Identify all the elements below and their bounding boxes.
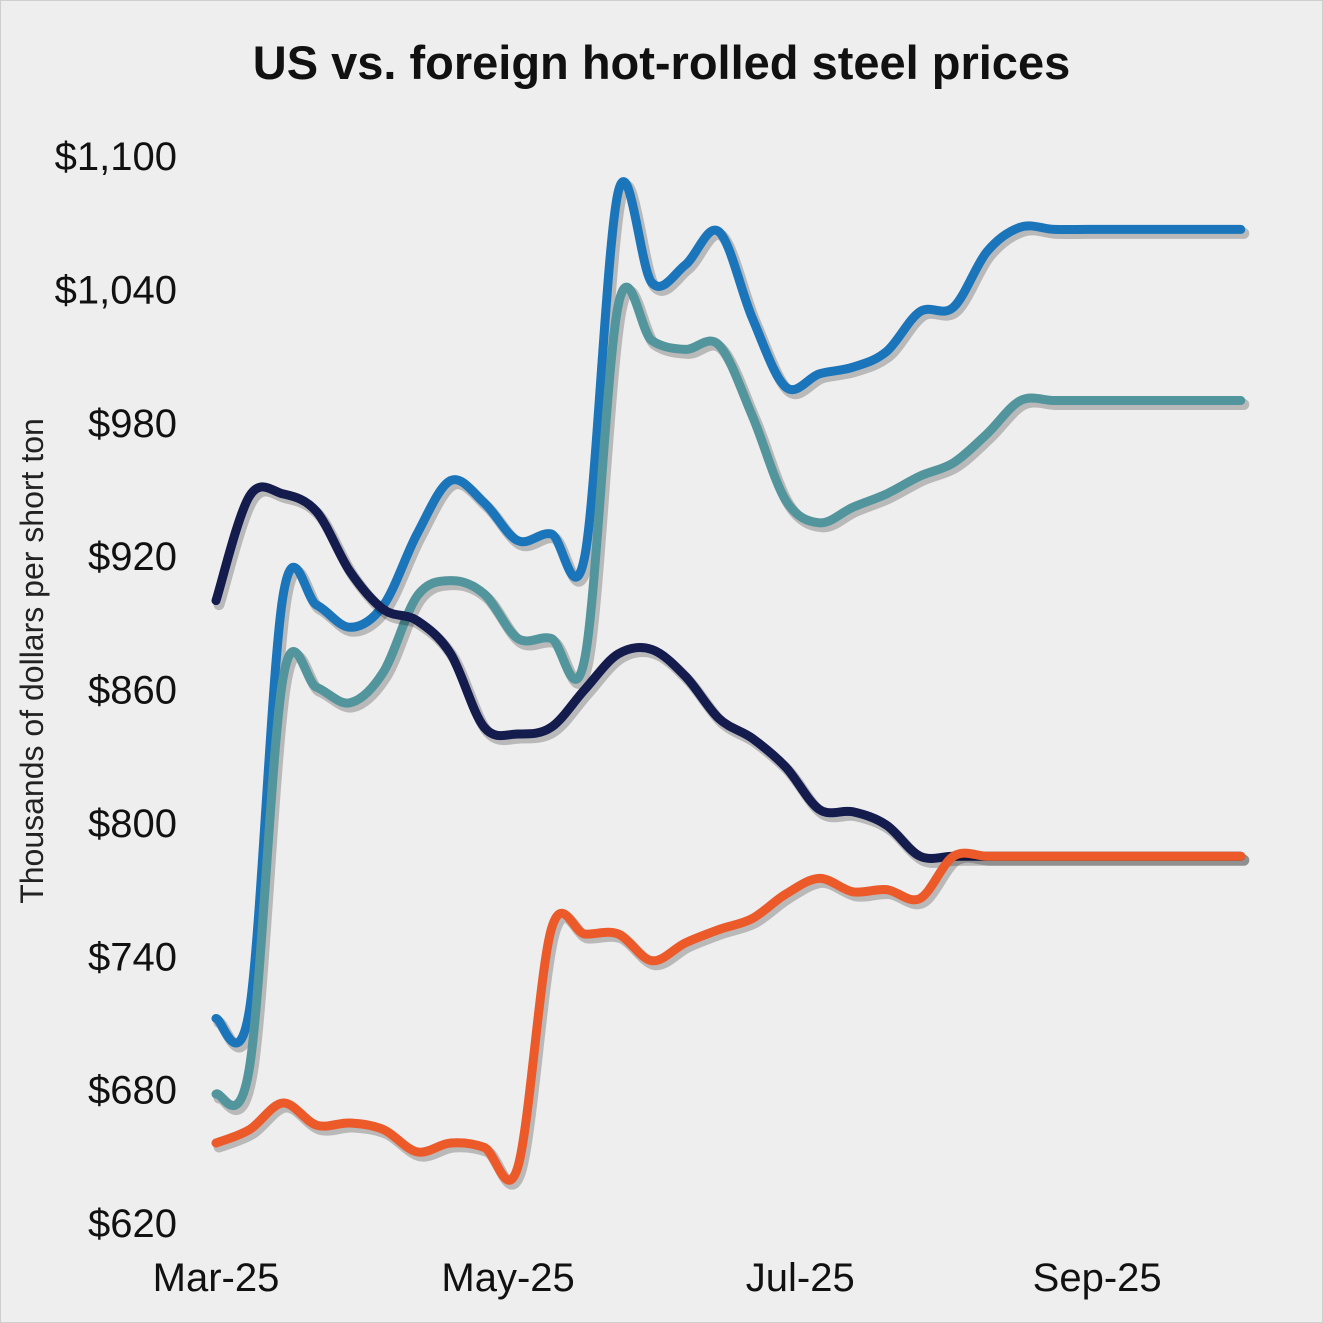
series-line-2 <box>211 282 1246 1110</box>
y-tick-label: $860 <box>88 669 177 713</box>
y-tick-label: $920 <box>88 535 177 579</box>
series-line-shadow <box>213 851 1250 1190</box>
y-tick-label: $980 <box>88 402 177 446</box>
series-line-shadow <box>213 485 1250 868</box>
chart-title: US vs. foreign hot-rolled steel prices <box>252 36 1071 89</box>
x-tick-label: May-25 <box>441 1256 574 1300</box>
series-line-shadow <box>213 285 1250 1115</box>
y-tick-label: $680 <box>88 1069 177 1113</box>
y-tick-label: $620 <box>88 1202 177 1246</box>
series-line-4 <box>211 848 1246 1185</box>
x-axis-ticks: Mar-25 May-25 Jul-25 Sep-25 <box>153 1256 1162 1300</box>
y-axis-label: Thousands of dollars per short ton <box>14 418 50 904</box>
y-tick-label: $740 <box>88 935 177 979</box>
y-tick-label: $800 <box>88 802 177 846</box>
x-tick-label: Jul-25 <box>746 1256 855 1300</box>
y-axis-ticks: $620 $680 $740 $800 $860 $920 $980 $1,040 $1,100 <box>55 135 177 1246</box>
x-tick-label: Mar-25 <box>153 1256 280 1300</box>
x-tick-label: Sep-25 <box>1033 1256 1162 1300</box>
y-tick-label: $1,040 <box>55 268 177 312</box>
series-line-1 <box>211 177 1246 1048</box>
y-tick-label: $1,100 <box>55 135 177 179</box>
series-line-3 <box>211 482 1246 863</box>
series-lines <box>211 177 1250 1190</box>
